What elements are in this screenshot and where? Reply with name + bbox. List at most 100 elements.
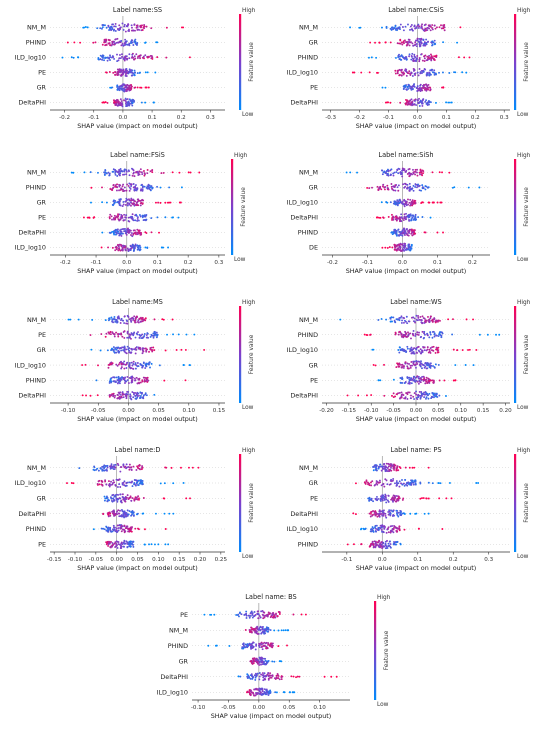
shap-point bbox=[417, 316, 420, 319]
shap-point bbox=[117, 529, 120, 532]
shap-point bbox=[139, 232, 142, 235]
shap-point bbox=[117, 244, 119, 247]
shap-point bbox=[153, 349, 156, 352]
colorbar-high-label: High bbox=[242, 300, 256, 306]
shap-point bbox=[413, 55, 416, 58]
shap-point bbox=[397, 167, 400, 170]
shap-point bbox=[113, 495, 116, 498]
shap-point bbox=[116, 500, 119, 503]
shap-point bbox=[134, 219, 137, 222]
shap-point bbox=[111, 320, 114, 323]
shap-point bbox=[101, 58, 104, 61]
shap-point bbox=[132, 29, 135, 32]
colorbar-low-label: Low bbox=[517, 112, 529, 118]
shap-point bbox=[378, 216, 381, 219]
shap-point bbox=[416, 171, 418, 174]
shap-point bbox=[118, 171, 121, 174]
shap-point bbox=[132, 543, 135, 546]
shap-point bbox=[415, 45, 418, 48]
feature-label: NM_M bbox=[27, 316, 46, 324]
shap-point bbox=[381, 246, 384, 249]
shap-point bbox=[389, 41, 392, 44]
shap-point bbox=[381, 173, 384, 176]
shap-point bbox=[398, 202, 401, 205]
shap-point bbox=[396, 363, 399, 365]
shap-point bbox=[141, 189, 144, 192]
shap-point bbox=[431, 336, 434, 339]
feature-label: PHIND bbox=[26, 525, 46, 533]
shap-point bbox=[409, 364, 412, 367]
shap-point bbox=[394, 500, 397, 503]
shap-point bbox=[377, 319, 380, 321]
shap-point bbox=[177, 333, 180, 336]
shap-point bbox=[415, 26, 418, 28]
shap-point bbox=[349, 26, 352, 29]
shap-point bbox=[417, 527, 420, 530]
shap-point bbox=[413, 380, 416, 383]
shap-point bbox=[157, 543, 160, 546]
shap-point bbox=[162, 171, 165, 174]
shap-point bbox=[420, 390, 423, 393]
shap-point bbox=[101, 201, 104, 204]
chart-title: Label name: BS bbox=[245, 593, 297, 601]
shap-point bbox=[356, 171, 359, 174]
shap-point bbox=[105, 332, 108, 335]
shap-point bbox=[424, 100, 427, 103]
shap-point bbox=[418, 41, 421, 44]
shap-point bbox=[140, 392, 143, 395]
shap-point bbox=[384, 186, 387, 188]
shap-point bbox=[367, 481, 369, 484]
feature-label: GR bbox=[37, 346, 47, 354]
shap-point bbox=[400, 41, 403, 44]
shap-point bbox=[137, 199, 140, 202]
shap-point bbox=[139, 468, 142, 471]
shap-point bbox=[114, 73, 117, 76]
feature-label: PE bbox=[310, 376, 318, 384]
shap-point bbox=[128, 53, 131, 56]
shap-point bbox=[178, 171, 181, 174]
shap-point bbox=[165, 26, 168, 29]
shap-point bbox=[197, 466, 200, 469]
shap-point bbox=[419, 99, 422, 102]
shap-point bbox=[112, 510, 115, 513]
shap-point bbox=[397, 511, 400, 514]
shap-point bbox=[385, 318, 388, 321]
shap-point bbox=[122, 183, 125, 186]
shap-panel: Label name:DNM_MILD_log10GRDeltaPHIPHIND… bbox=[15, 446, 256, 572]
shap-point bbox=[139, 215, 142, 218]
shap-point bbox=[397, 333, 400, 336]
shap-point bbox=[120, 527, 123, 530]
shap-point bbox=[387, 174, 390, 177]
shap-point bbox=[390, 183, 393, 185]
shap-point bbox=[128, 510, 131, 513]
shap-point bbox=[134, 204, 137, 206]
shap-point bbox=[116, 364, 119, 367]
shap-point bbox=[409, 332, 412, 335]
shap-point bbox=[262, 614, 265, 617]
shap-point bbox=[442, 231, 444, 234]
shap-point bbox=[400, 315, 403, 318]
shap-point bbox=[394, 482, 396, 485]
shap-point bbox=[397, 247, 400, 250]
shap-point bbox=[130, 183, 133, 186]
shap-point bbox=[403, 317, 406, 320]
shap-point bbox=[122, 200, 125, 203]
shap-point bbox=[246, 643, 249, 646]
shap-point bbox=[433, 332, 436, 335]
shap-point bbox=[83, 26, 86, 29]
shap-point bbox=[409, 172, 412, 175]
shap-point bbox=[389, 101, 392, 104]
shap-point bbox=[398, 485, 401, 488]
shap-point bbox=[430, 395, 433, 398]
shap-point bbox=[426, 332, 429, 335]
feature-label: DeltaPHI bbox=[18, 229, 46, 237]
shap-point bbox=[439, 482, 442, 485]
shap-point bbox=[159, 201, 162, 204]
shap-point bbox=[384, 514, 387, 517]
shap-point bbox=[399, 58, 402, 61]
shap-point bbox=[240, 613, 243, 616]
shap-point bbox=[141, 364, 144, 367]
shap-point bbox=[377, 467, 380, 470]
shap-point bbox=[124, 56, 127, 59]
shap-point bbox=[133, 202, 136, 205]
